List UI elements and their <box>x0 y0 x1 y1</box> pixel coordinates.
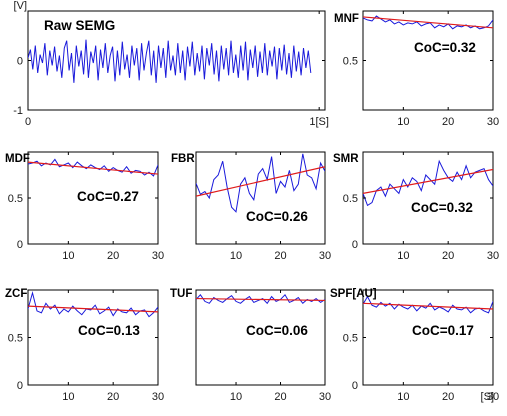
panel-zcf: 10 20 30 0 0.5 CoC=0.13 ZCF <box>5 288 164 403</box>
spf-ytick-label: 0 <box>352 380 358 392</box>
smr-axes-frame <box>362 151 494 245</box>
smr-coc-annotation: CoC=0.32 <box>411 200 473 215</box>
mnf-plot-area <box>363 15 493 30</box>
tuf-trend-line <box>196 297 325 302</box>
raw-xtick-label: 0 <box>25 116 31 128</box>
mdf-plot-area <box>28 158 158 177</box>
fbr-series-line <box>196 153 325 213</box>
tuf-coc-annotation: CoC=0.06 <box>246 323 308 338</box>
zcf-xtick-label: 20 <box>107 391 119 403</box>
smr-xtick-label: 20 <box>442 250 454 262</box>
fbr-coc-annotation: CoC=0.26 <box>246 209 308 224</box>
fbr-trend-line <box>196 166 325 197</box>
mdf-ytick-label: 0.5 <box>8 193 23 205</box>
panel-fbr: 10 20 30 CoC=0.26 FBR <box>171 151 331 262</box>
mnf-xtick-label: 20 <box>442 116 454 128</box>
spf-xtick-label: 20 <box>442 391 454 403</box>
mdf-xtick-label: 30 <box>152 250 164 262</box>
panel-mdf: 10 20 30 0 0.5 CoC=0.27 MDF <box>5 151 164 262</box>
raw-yunit-label: [V] <box>14 0 27 12</box>
tuf-plot-area <box>196 293 325 305</box>
mnf-xtick-label: 10 <box>397 116 409 128</box>
zcf-xtick-label: 30 <box>152 391 164 403</box>
zcf-coc-annotation: CoC=0.13 <box>78 323 140 338</box>
smr-title: SMR <box>333 153 359 165</box>
spf-coc-annotation: CoC=0.17 <box>412 323 474 338</box>
zcf-axes-frame <box>27 289 159 386</box>
smr-ytick-label: 0 <box>352 239 358 251</box>
raw-semg-series-line <box>28 39 312 83</box>
spf-xtick-label: 30 <box>487 391 499 403</box>
smr-xtick-label: 30 <box>487 250 499 262</box>
mdf-trend-line <box>28 161 158 175</box>
mdf-coc-annotation: CoC=0.27 <box>77 189 139 204</box>
smr-xtick-label: 10 <box>397 250 409 262</box>
zcf-title: ZCF <box>5 288 27 300</box>
mdf-title: MDF <box>5 153 30 165</box>
mnf-trend-line <box>363 16 493 29</box>
raw-plot-area <box>28 39 312 83</box>
panel-raw: 0 1[S]-10[V]Raw SEMG <box>13 0 329 128</box>
spf-xaxis-label: [S] <box>481 391 494 403</box>
panel-spf: 10 20 30 0 0.5 CoC=0.17 [S] SPF[AU] <box>330 288 499 403</box>
spf-ytick-label: 0.5 <box>343 333 358 345</box>
tuf-xtick-label: 20 <box>274 391 286 403</box>
smr-trend-line <box>363 168 493 194</box>
fbr-axes-frame <box>195 151 326 245</box>
zcf-trend-line <box>28 305 158 313</box>
spf-trend-line <box>363 302 493 310</box>
tuf-xtick-label: 30 <box>319 391 331 403</box>
raw-xtick-label: 1[S] <box>309 116 329 128</box>
panel-tuf: 10 20 30 CoC=0.06 TUF <box>170 288 331 403</box>
zcf-plot-area <box>28 290 158 318</box>
fbr-title: FBR <box>171 153 195 165</box>
mdf-xtick-label: 20 <box>107 250 119 262</box>
spf-plot-area <box>363 295 493 314</box>
tuf-xtick-label: 10 <box>230 391 242 403</box>
panel-mnf: 10 20 30 0.5 CoC=0.32 MNF <box>334 10 499 128</box>
fbr-plot-area <box>196 153 325 213</box>
mnf-ytick-label: 0.5 <box>343 56 358 68</box>
mdf-ytick-label: 0 <box>17 239 23 251</box>
mnf-title: MNF <box>334 13 359 25</box>
tuf-axes-frame <box>195 289 326 386</box>
fbr-xtick-label: 20 <box>274 250 286 262</box>
raw-ytick-label: 0 <box>17 56 23 68</box>
mnf-xtick-label: 30 <box>487 116 499 128</box>
panel-smr: 10 20 30 0 0.5 CoC=0.32 SMR <box>333 151 499 262</box>
mdf-xtick-label: 10 <box>62 250 74 262</box>
raw-ytick-label: -1 <box>13 105 23 117</box>
fbr-xtick-label: 30 <box>319 250 331 262</box>
zcf-series-line <box>28 290 158 318</box>
zcf-ytick-label: 0.5 <box>8 333 23 345</box>
mdf-axes-frame <box>27 151 159 245</box>
mnf-series-line <box>363 15 493 30</box>
smr-plot-area <box>363 159 493 207</box>
smr-ytick-label: 0.5 <box>343 193 358 205</box>
mnf-coc-annotation: CoC=0.32 <box>414 40 476 55</box>
zcf-xtick-label: 10 <box>62 391 74 403</box>
spf-xtick-label: 10 <box>397 391 409 403</box>
raw-title: Raw SEMG <box>44 18 115 33</box>
zcf-ytick-label: 0 <box>17 380 23 392</box>
tuf-title: TUF <box>170 288 192 300</box>
smr-series-line <box>363 159 493 207</box>
fbr-xtick-label: 10 <box>230 250 242 262</box>
spf-title: SPF[AU] <box>330 288 377 300</box>
